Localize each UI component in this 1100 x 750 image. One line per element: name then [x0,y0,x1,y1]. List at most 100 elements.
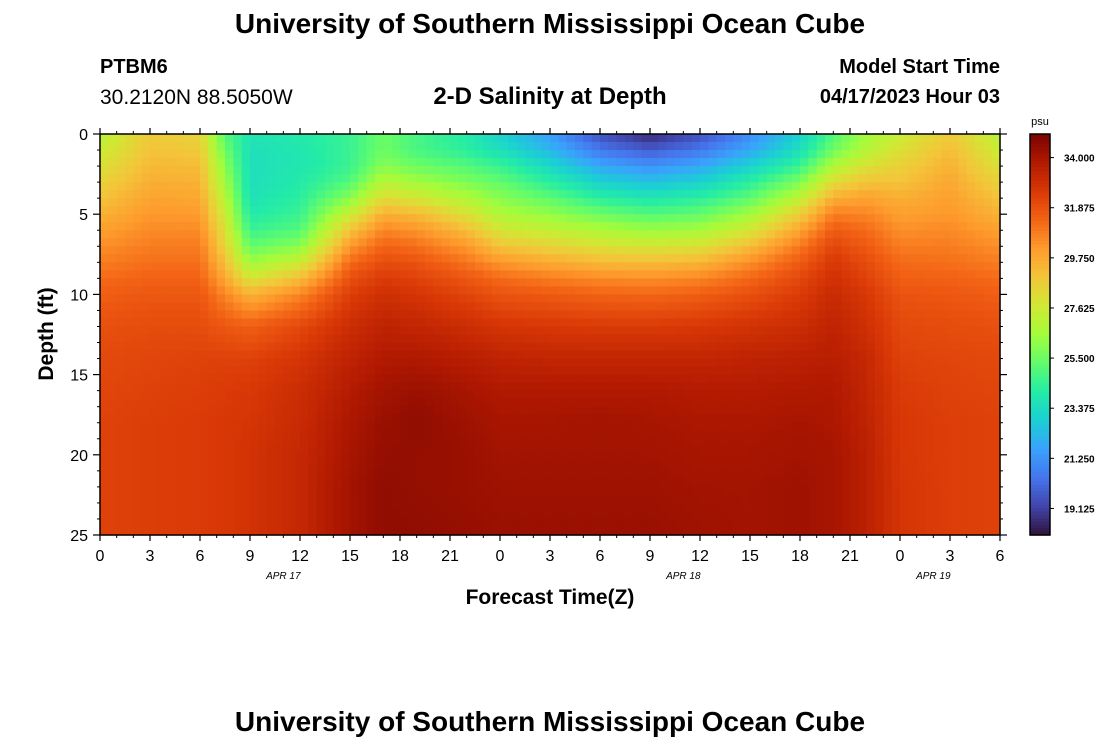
heatmap-cell [541,494,551,504]
heatmap-cell [133,254,143,263]
heatmap-cell [383,366,393,376]
heatmap-cell [358,382,368,392]
heatmap-cell [266,222,276,231]
heatmap-cell [341,382,351,392]
heatmap-cell [308,294,318,304]
heatmap-cell [758,470,768,480]
heatmap-cell [100,198,109,207]
heatmap-cell [908,262,918,271]
heatmap-cell [300,182,309,191]
heatmap-cell [808,470,818,480]
heatmap-cell [208,382,218,392]
heatmap-cell [600,382,609,392]
heatmap-cell [750,382,759,392]
heatmap-cell [608,446,618,456]
heatmap-cell [316,454,326,464]
heatmap-cell [683,174,693,183]
station-coordinates: 30.2120N 88.5050W [100,86,293,109]
heatmap-cell [141,174,151,183]
heatmap-cell [400,198,409,207]
heatmap-cell [791,190,801,199]
heatmap-cell [100,454,109,464]
heatmap-cell [291,158,301,167]
heatmap-cell [125,134,134,143]
heatmap-cell [850,438,859,448]
heatmap-cell [766,374,776,384]
heatmap-cell [333,454,343,464]
heatmap-cell [575,422,584,432]
heatmap-cell [525,254,534,263]
heatmap-cell [841,350,851,360]
heatmap-cell [866,470,876,480]
heatmap-cell [641,198,651,207]
heatmap-cell [608,262,618,271]
heatmap-cell [241,150,251,159]
heatmap-cell [450,390,459,400]
heatmap-cell [958,462,968,472]
heatmap-cell [600,254,609,263]
heatmap-cell [666,342,676,352]
heatmap-cell [266,398,276,408]
heatmap-cell [366,422,376,432]
heatmap-cell [433,454,443,464]
heatmap-cell [933,326,943,336]
heatmap-cell [191,158,201,167]
heatmap-cell [558,262,568,271]
heatmap-cell [200,486,209,496]
heatmap-cell [233,294,243,304]
heatmap-cell [808,174,818,183]
heatmap-cell [925,174,934,183]
heatmap-cell [883,190,893,199]
heatmap-cell [158,494,168,504]
heatmap-cell [141,214,151,223]
heatmap-cell [383,222,393,231]
heatmap-cell [941,190,951,199]
heatmap-cell [883,278,893,287]
heatmap-cell [683,150,693,159]
heatmap-cell [841,174,851,183]
heatmap-cell [400,318,409,328]
heatmap-cell [725,174,734,183]
heatmap-cell [600,422,609,432]
heatmap-cell [183,214,193,223]
heatmap-cell [141,438,151,448]
heatmap-cell [416,414,426,424]
heatmap-cell [583,158,593,167]
heatmap-cell [575,198,584,207]
heatmap-cell [816,358,826,368]
heatmap-cell [316,374,326,384]
heatmap-cell [691,238,701,247]
heatmap-cell [725,142,734,151]
heatmap-cell [625,414,634,424]
heatmap-cell [850,246,859,255]
heatmap-cell [208,302,218,312]
heatmap-cell [183,230,193,239]
heatmap-cell [900,446,909,456]
heatmap-cell [100,166,109,175]
heatmap-cell [250,286,259,295]
heatmap-cell [233,310,243,320]
heatmap-cell [691,270,701,279]
heatmap-cell [658,390,668,400]
heatmap-cell [600,174,609,183]
heatmap-cell [675,390,684,400]
heatmap-cell [558,198,568,207]
heatmap-cell [500,438,509,448]
heatmap-cell [875,478,884,488]
heatmap-cell [450,454,459,464]
heatmap-cell [708,406,718,416]
heatmap-cell [366,438,376,448]
heatmap-cell [141,134,151,143]
heatmap-cell [716,182,726,191]
heatmap-cell [433,398,443,408]
heatmap-cell [608,246,618,255]
heatmap-cell [250,294,259,304]
heatmap-cell [741,454,751,464]
heatmap-cell [191,318,201,328]
heatmap-cell [283,334,293,344]
heatmap-cell [641,414,651,424]
heatmap-cell [225,302,234,312]
heatmap-cell [600,430,609,440]
heatmap-cell [108,422,118,432]
heatmap-cell [216,358,226,368]
